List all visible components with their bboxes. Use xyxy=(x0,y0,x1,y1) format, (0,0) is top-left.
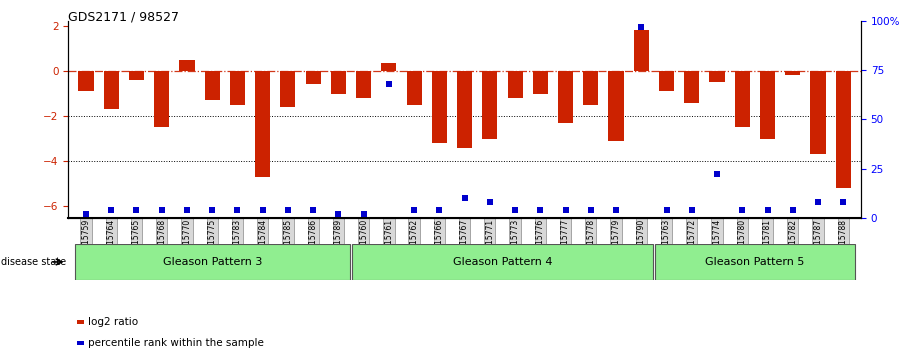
Point xyxy=(483,199,497,205)
Point xyxy=(432,207,446,213)
Bar xyxy=(634,30,649,71)
Text: percentile rank within the sample: percentile rank within the sample xyxy=(88,338,264,348)
Bar xyxy=(356,71,371,98)
Bar xyxy=(104,71,118,109)
Text: Gleason Pattern 3: Gleason Pattern 3 xyxy=(162,257,261,267)
Point xyxy=(104,207,118,213)
Point xyxy=(735,207,750,213)
Point xyxy=(255,207,270,213)
Point xyxy=(558,207,573,213)
Point xyxy=(684,207,699,213)
Bar xyxy=(811,71,825,154)
Point xyxy=(609,207,623,213)
Bar xyxy=(382,63,396,71)
Bar xyxy=(432,71,447,143)
Point xyxy=(129,207,144,213)
Text: GDS2171 / 98527: GDS2171 / 98527 xyxy=(68,11,179,24)
Bar xyxy=(230,71,245,105)
Point xyxy=(634,24,649,30)
Point xyxy=(230,207,245,213)
Point xyxy=(356,211,371,217)
Bar xyxy=(659,71,674,91)
Point xyxy=(155,207,169,213)
Point xyxy=(179,207,194,213)
Bar xyxy=(583,71,599,105)
Text: log2 ratio: log2 ratio xyxy=(88,317,138,327)
Bar xyxy=(128,71,144,80)
Bar xyxy=(457,71,472,148)
Bar xyxy=(406,71,422,105)
Point xyxy=(382,81,396,87)
FancyBboxPatch shape xyxy=(655,244,855,280)
Point xyxy=(78,211,93,217)
Bar xyxy=(533,71,548,93)
Point xyxy=(811,199,825,205)
Bar xyxy=(507,71,523,98)
Point xyxy=(407,207,422,213)
Point xyxy=(785,207,800,213)
Point xyxy=(533,207,548,213)
Point xyxy=(760,207,774,213)
Point xyxy=(836,199,851,205)
Point xyxy=(507,207,522,213)
Point xyxy=(205,207,220,213)
Bar xyxy=(710,71,724,82)
Bar xyxy=(734,71,750,127)
Text: Gleason Pattern 5: Gleason Pattern 5 xyxy=(705,257,804,267)
Bar xyxy=(684,71,700,103)
Text: Gleason Pattern 4: Gleason Pattern 4 xyxy=(453,257,552,267)
Bar xyxy=(760,71,775,139)
Bar xyxy=(835,71,851,188)
Bar xyxy=(482,71,497,139)
Point xyxy=(660,207,674,213)
Bar xyxy=(179,59,195,71)
Bar xyxy=(609,71,624,141)
Text: disease state: disease state xyxy=(1,257,66,267)
Bar xyxy=(255,71,271,177)
Point xyxy=(584,207,599,213)
Bar xyxy=(205,71,220,100)
Bar xyxy=(331,71,346,93)
Point xyxy=(281,207,295,213)
Bar xyxy=(281,71,295,107)
Point xyxy=(331,211,345,217)
FancyBboxPatch shape xyxy=(75,244,350,280)
Point xyxy=(710,172,724,177)
Bar xyxy=(558,71,573,123)
FancyBboxPatch shape xyxy=(353,244,652,280)
Bar xyxy=(305,71,321,85)
Point xyxy=(306,207,321,213)
Point xyxy=(457,195,472,201)
Bar xyxy=(154,71,169,127)
Bar xyxy=(785,71,801,75)
Bar xyxy=(78,71,94,91)
